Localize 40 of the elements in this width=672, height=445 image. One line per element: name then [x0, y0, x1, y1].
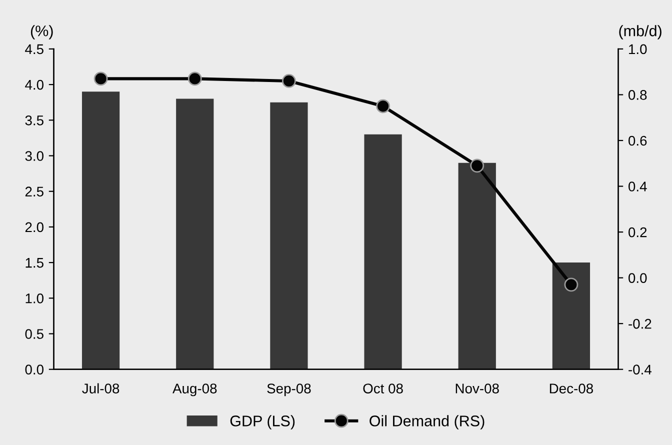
y2-tick-label: 0.8	[628, 90, 647, 100]
y2-tick-label: 1.0	[629, 44, 647, 54]
y-tick-label: 0.0	[25, 364, 44, 375]
y2-tick-label: 0.0	[628, 273, 647, 283]
y2-tick-label: 0.2	[628, 227, 647, 238]
point	[188, 72, 202, 86]
point	[376, 99, 390, 114]
y-tick-label: 1.5	[26, 258, 44, 268]
y2-tick-label: -0.2	[628, 318, 652, 329]
legend-label: GDP (LS)	[230, 415, 295, 430]
y-axis-title: (%)	[30, 25, 53, 40]
legend-label: Oil Demand (RS)	[370, 415, 484, 430]
y2-axis-title: (mb/d)	[619, 25, 662, 40]
y-tick-label: 4.5	[25, 44, 44, 54]
y-tick-label: 3.0	[25, 151, 44, 161]
y-tick-label: 2.0	[25, 222, 44, 232]
x-tick-label: Sep-08	[267, 384, 311, 396]
x-tick-label: Nov-08	[456, 384, 499, 394]
y-tick-label: 0.5	[25, 329, 44, 339]
y-tick-label: 1.0	[26, 293, 44, 304]
bar	[552, 262, 590, 370]
y2-tick-label: 0.6	[628, 136, 647, 146]
y2-tick-label: -0.4	[628, 364, 652, 375]
y-tick-label: 2.5	[25, 186, 44, 197]
x-tick-label: Jul-08	[82, 383, 120, 394]
bar	[364, 134, 402, 370]
y2-tick-label: 0.4	[628, 182, 647, 192]
bar	[270, 102, 308, 370]
point	[282, 74, 296, 88]
y-tick-label: 4.0	[25, 80, 44, 90]
x-tick-label: Oct 08	[363, 384, 403, 394]
y-tick-label: 3.5	[25, 115, 44, 126]
bar	[82, 92, 120, 370]
x-tick-label: Dec-08	[550, 384, 593, 394]
bar	[458, 162, 496, 370]
point	[470, 158, 484, 173]
bar	[176, 98, 214, 370]
point	[94, 72, 108, 86]
x-tick-label: Aug-08	[172, 384, 217, 396]
point	[564, 278, 578, 292]
